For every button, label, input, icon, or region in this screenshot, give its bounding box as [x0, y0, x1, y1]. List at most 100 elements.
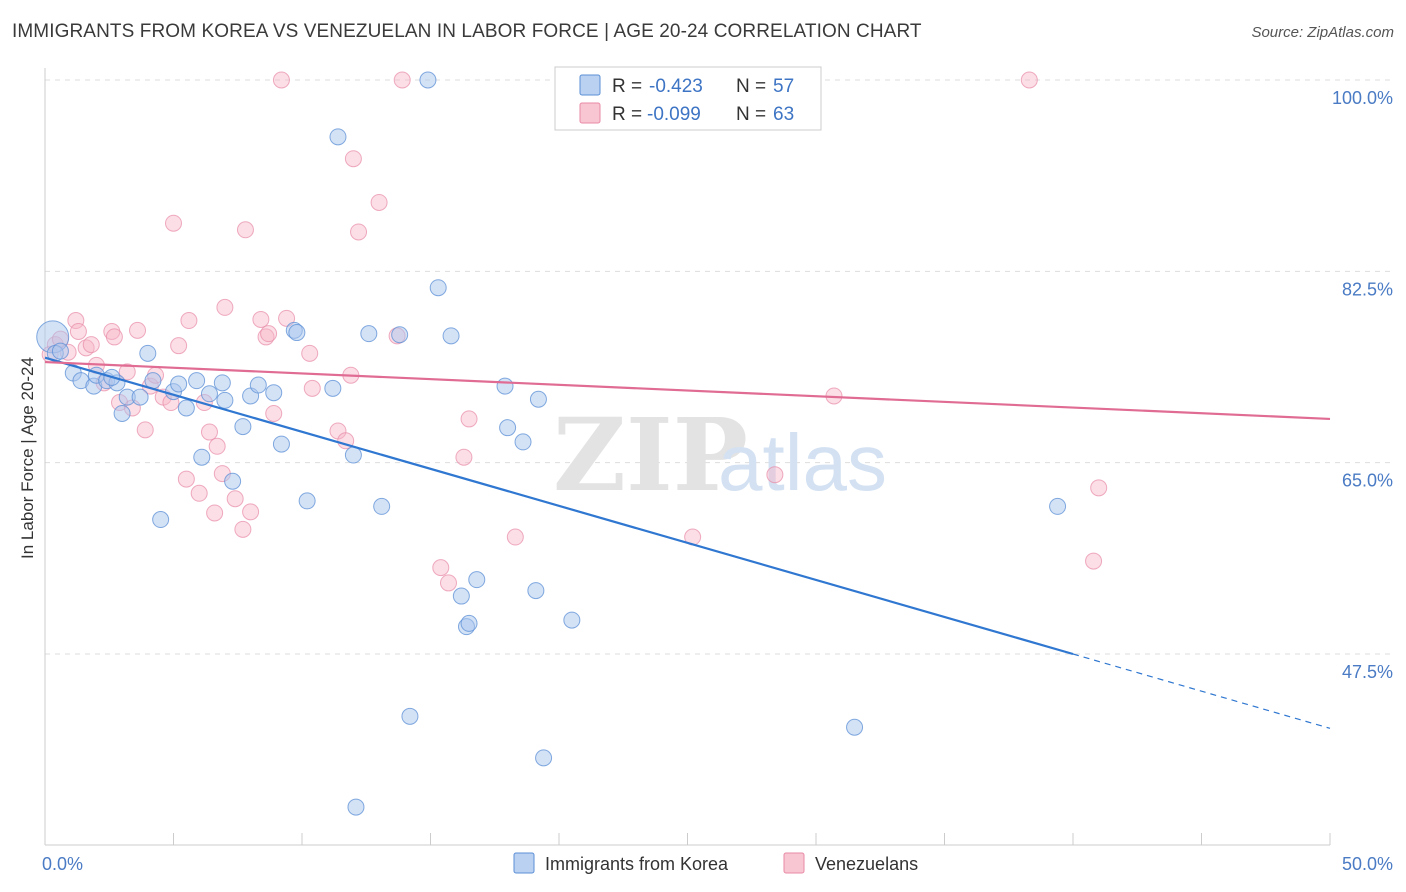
- korea-point: [249, 376, 267, 394]
- korea-point: [177, 399, 195, 417]
- korea-point: [51, 342, 69, 360]
- watermark-atlas: atlas: [718, 418, 887, 507]
- korea-point: [224, 472, 242, 490]
- korea-point: [288, 324, 306, 342]
- y-axis-label: In Labor Force | Age 20-24: [18, 357, 37, 559]
- grid-lines: [45, 79, 1395, 655]
- venezuelans-point: [432, 559, 450, 577]
- korea-point: [468, 571, 486, 589]
- korea-point: [216, 391, 234, 409]
- venezuelans-point: [177, 470, 195, 488]
- venezuelans-point: [260, 325, 278, 343]
- korea-point: [152, 511, 170, 529]
- venezuelans-point: [208, 437, 226, 455]
- chart-title: IMMIGRANTS FROM KOREA VS VENEZUELAN IN L…: [12, 21, 922, 42]
- venezuelans-point: [265, 404, 283, 422]
- venezuelans-point: [129, 321, 147, 339]
- venezuelans-point: [1085, 552, 1103, 570]
- korea-point: [188, 372, 206, 390]
- korea-point: [1049, 497, 1067, 515]
- venezuelans-point: [455, 448, 473, 466]
- venezuelans-point: [278, 309, 296, 327]
- y-tick-labels: 100.0% 82.5% 65.0% 47.5%: [1332, 88, 1393, 682]
- korea-point: [535, 749, 553, 767]
- stats-n-label-korea: N =: [736, 76, 766, 97]
- series-immigrants-from-korea-points: [36, 71, 1067, 816]
- stats-n-value-venezuelans: 63: [773, 104, 794, 125]
- legend-swatch-immigrants-from-korea: [513, 852, 535, 874]
- x-tick-labels: 0.0% 50.0%: [42, 854, 1393, 874]
- venezuelans-point: [165, 214, 182, 232]
- korea-point: [131, 388, 149, 406]
- korea-point: [324, 379, 342, 397]
- venezuelans-point: [439, 574, 457, 592]
- venezuelans-point: [1090, 479, 1108, 497]
- watermark-zip: ZIP: [553, 396, 748, 514]
- trend-lines: [44, 356, 1331, 729]
- korea-point: [514, 433, 532, 451]
- korea-point: [429, 279, 447, 297]
- stats-r-value-korea: -0.423: [649, 76, 703, 97]
- venezuelans-point: [82, 336, 100, 354]
- stats-legend-swatch-korea: [579, 74, 601, 96]
- venezuelans-point: [506, 528, 524, 546]
- venezuelans-point: [136, 421, 154, 439]
- korea-point: [529, 390, 547, 408]
- korea-point: [442, 327, 460, 345]
- korea-point: [139, 344, 157, 362]
- x-tick-label: 0.0%: [42, 854, 83, 874]
- korea-point: [401, 707, 419, 725]
- venezuelans-point: [216, 298, 234, 316]
- venezuelans-point: [200, 423, 218, 441]
- y-tick-label: 82.5%: [1342, 279, 1393, 299]
- korea-point: [391, 326, 409, 344]
- korea-point: [200, 385, 218, 403]
- korea-point: [344, 446, 362, 464]
- stats-r-label-venezuelans: R =: [612, 104, 642, 125]
- korea-point: [452, 587, 470, 605]
- venezuelans-point: [344, 150, 362, 168]
- korea-point: [113, 404, 131, 422]
- stats-r-label-korea: R =: [612, 76, 642, 97]
- axes: [44, 68, 1331, 846]
- venezuelans-point: [1020, 71, 1038, 89]
- korea-point: [272, 435, 290, 453]
- y-tick-label: 100.0%: [1332, 88, 1393, 108]
- korea-point: [170, 375, 188, 393]
- venezuelans-point: [370, 193, 388, 211]
- korea-point: [846, 718, 864, 736]
- venezuelans-point: [77, 339, 95, 357]
- venezuelans-point: [252, 310, 270, 328]
- venezuelans-point: [460, 410, 478, 428]
- venezuelans-point: [303, 379, 321, 397]
- legend-swatch-venezuelans: [783, 852, 805, 874]
- korea-point: [373, 497, 391, 515]
- korea-point: [563, 611, 581, 629]
- korea-point: [496, 377, 514, 395]
- source-label: Source: ZipAtlas.com: [1251, 24, 1394, 41]
- korea-point: [419, 71, 437, 89]
- korea-point: [265, 384, 283, 402]
- venezuelans-point: [226, 490, 244, 508]
- venezuelans-point: [350, 223, 368, 241]
- venezuelans-point: [67, 312, 85, 330]
- korea-point: [499, 419, 517, 437]
- korea-point: [234, 418, 252, 436]
- venezuelans-point: [257, 328, 275, 346]
- venezuelans-point: [236, 221, 254, 239]
- y-tick-label: 65.0%: [1342, 471, 1393, 491]
- stats-r-value-venezuelans: -0.099: [647, 104, 701, 125]
- venezuelans-point: [242, 503, 260, 521]
- stats-n-value-korea: 57: [773, 76, 794, 97]
- korea-point: [298, 492, 316, 510]
- venezuelans-point: [170, 337, 188, 355]
- venezuelans-point: [105, 328, 123, 346]
- venezuelans-trend-line: [44, 360, 1331, 421]
- legend-label-venezuelans: Venezuelans: [815, 854, 918, 874]
- venezuelans-point: [190, 484, 208, 502]
- stats-n-label-venezuelans: N =: [736, 104, 766, 125]
- x-tick-label: 50.0%: [1342, 854, 1393, 874]
- korea-trend-line: [44, 356, 1074, 656]
- stats-legend: R = -0.423 N = 57 R = -0.099 N = 63: [554, 66, 822, 131]
